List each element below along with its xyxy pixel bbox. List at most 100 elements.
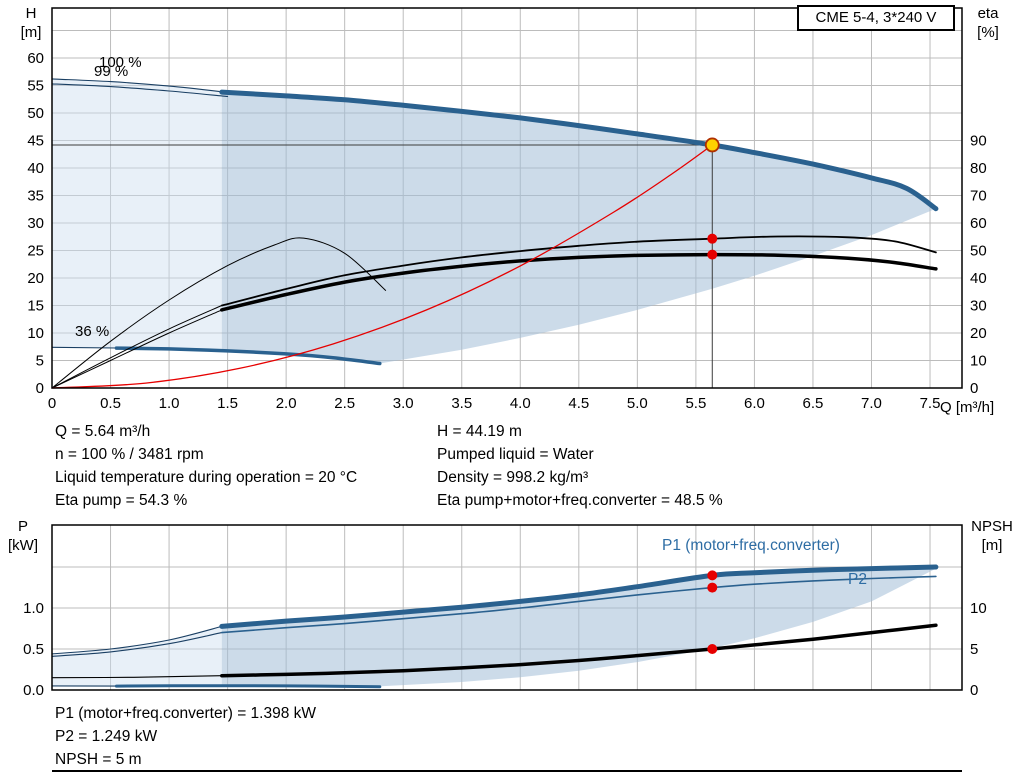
y-right-tick-label: 50	[970, 243, 987, 260]
y-left-tick-label: 55	[27, 78, 44, 95]
h-axis-title: H [m]	[11, 4, 51, 42]
h-axis-symbol: H	[25, 5, 37, 22]
npsh-curve	[220, 623, 938, 678]
y-left-tick-label: 0.0	[23, 682, 44, 699]
info-eta-pump: Eta pump = 54.3 %	[55, 492, 188, 509]
plot-frame	[51, 7, 963, 389]
y-left-tick-label: 30	[27, 215, 44, 232]
eta-axis-symbol: eta	[977, 5, 999, 22]
eta-axis-unit: [%]	[977, 24, 999, 41]
eta-pump-curve	[220, 235, 937, 307]
power-info: P1 (motor+freq.converter) = 1.398 kW P2 …	[55, 702, 316, 771]
pump-curve-36-thin	[51, 346, 117, 349]
p-curve-36	[114, 684, 382, 689]
y-left-tick-label: 5	[36, 353, 44, 370]
power-envelope	[221, 567, 936, 687]
npsh-axis-unit: [m]	[981, 537, 1003, 554]
duty-point	[704, 137, 720, 153]
npsh-point	[707, 644, 718, 654]
x-tick-label: 5.0	[627, 395, 648, 412]
info-npsh: NPSH = 5 m	[55, 751, 142, 768]
pump-type-label: CME 5-4, 3*240 V	[815, 9, 937, 26]
y-left-tick-label: 20	[27, 270, 44, 287]
pump-curve-100-thin	[51, 78, 229, 93]
y-left-tick-label: 35	[27, 188, 44, 205]
pump-curve-36	[114, 346, 382, 366]
y-right-tick-label: 10	[970, 353, 987, 370]
y-right-tick-label: 30	[970, 298, 987, 315]
y-left-tick-label: 10	[27, 325, 44, 342]
qh-eta-chart: 0 0.5 1.0 1.5 2.0 2.5 3.0 3.5 4.0 4.5 5.0 5.5 6.0 6.5…	[27, 7, 987, 412]
info-speed: n = 100 % / 3481 rpm	[55, 446, 204, 463]
eta-axis-title: eta [%]	[966, 4, 1010, 42]
speed-label-36: 36 %	[75, 323, 110, 340]
y-left-tick-label: 45	[27, 133, 44, 150]
p-axis-title: P [kW]	[0, 517, 46, 555]
plot-frame	[51, 524, 963, 691]
p1-curve	[219, 564, 939, 629]
y-left-tick-label: 25	[27, 243, 44, 260]
y-right-tick-label: 20	[970, 325, 987, 342]
x-tick-label: 0	[48, 395, 56, 412]
x-tick-label: 4.5	[568, 395, 589, 412]
x-tick-label: 2.0	[276, 395, 297, 412]
bottom-rule	[52, 770, 962, 772]
y-right-tick-label: 90	[970, 133, 987, 150]
info-flow: Q = 5.64 m³/h	[55, 423, 151, 440]
y-left-tick-label: 50	[27, 105, 44, 122]
info-pumped-liquid: Pumped liquid = Water	[437, 446, 594, 463]
y-right-tick-label: 40	[970, 270, 987, 287]
eta-total-point	[707, 249, 718, 260]
x-tick-label: 0.5	[100, 395, 121, 412]
pump-curve-99-thin	[51, 83, 229, 98]
y-left-tick-label: 60	[27, 50, 44, 67]
y-right-tick-label: 10	[970, 600, 987, 617]
eta-total-curve-thin	[51, 309, 223, 389]
npsh-axis-symbol: NPSH	[971, 518, 1013, 535]
info-eta-total: Eta pump+motor+freq.converter = 48.5 %	[437, 492, 723, 509]
p-axis-unit: [kW]	[8, 537, 38, 554]
npsh-curve-thin	[51, 675, 223, 679]
p1-point	[707, 570, 718, 581]
npsh-axis-title: NPSH [m]	[962, 517, 1022, 555]
p2-point	[707, 582, 718, 593]
p1-curve-label: P1 (motor+freq.converter)	[662, 537, 840, 554]
duty-info-right: H = 44.19 m Pumped liquid = Water Densit…	[437, 420, 723, 512]
x-tick-label: 7.0	[861, 395, 882, 412]
info-head: H = 44.19 m	[437, 423, 522, 440]
pump-type-box: CME 5-4, 3*240 V	[797, 5, 955, 31]
y-left-tick-label: 40	[27, 160, 44, 177]
info-density: Density = 998.2 kg/m³	[437, 469, 589, 486]
x-tick-label: 4.0	[510, 395, 531, 412]
x-tick-label: 3.0	[393, 395, 414, 412]
info-liquid-temperature: Liquid temperature during operation = 20…	[55, 469, 358, 486]
y-left-tick-label: 0	[36, 380, 44, 397]
y-left-tick-label: 0.5	[23, 641, 44, 658]
p2-curve-label: P2	[848, 571, 867, 588]
pump-curve-100	[219, 89, 939, 212]
y-left-tick-label: 15	[27, 298, 44, 315]
x-tick-label: 2.5	[334, 395, 355, 412]
system-curve	[51, 144, 713, 389]
x-tick-label: 1.5	[217, 395, 238, 412]
eta-pump-point	[707, 233, 718, 244]
eta-curve-36-percent	[51, 237, 387, 389]
y-right-tick-label: 60	[970, 215, 987, 232]
y-left-tick-label: 1.0	[23, 600, 44, 617]
speed-label-100: 100 %	[99, 54, 142, 71]
p-axis-symbol: P	[17, 518, 28, 535]
duty-info-left: Q = 5.64 m³/h n = 100 % / 3481 rpm Liqui…	[55, 420, 357, 512]
x-tick-label: 6.5	[803, 395, 824, 412]
power-npsh-chart: 0.0 0.5 1.0 0 5 10	[23, 524, 987, 699]
x-tick-label: 6.0	[744, 395, 765, 412]
operating-envelope-low-speed	[52, 78, 222, 351]
operating-envelope	[221, 92, 936, 364]
y-right-tick-label: 0	[970, 682, 978, 699]
x-tick-label: 5.5	[685, 395, 706, 412]
info-p1: P1 (motor+freq.converter) = 1.398 kW	[55, 705, 317, 722]
y-right-tick-label: 80	[970, 160, 987, 177]
q-axis-title: Q [m³/h]	[940, 399, 995, 416]
info-p2: P2 = 1.249 kW	[55, 728, 158, 745]
eta-pump-curve-thin	[51, 305, 223, 389]
